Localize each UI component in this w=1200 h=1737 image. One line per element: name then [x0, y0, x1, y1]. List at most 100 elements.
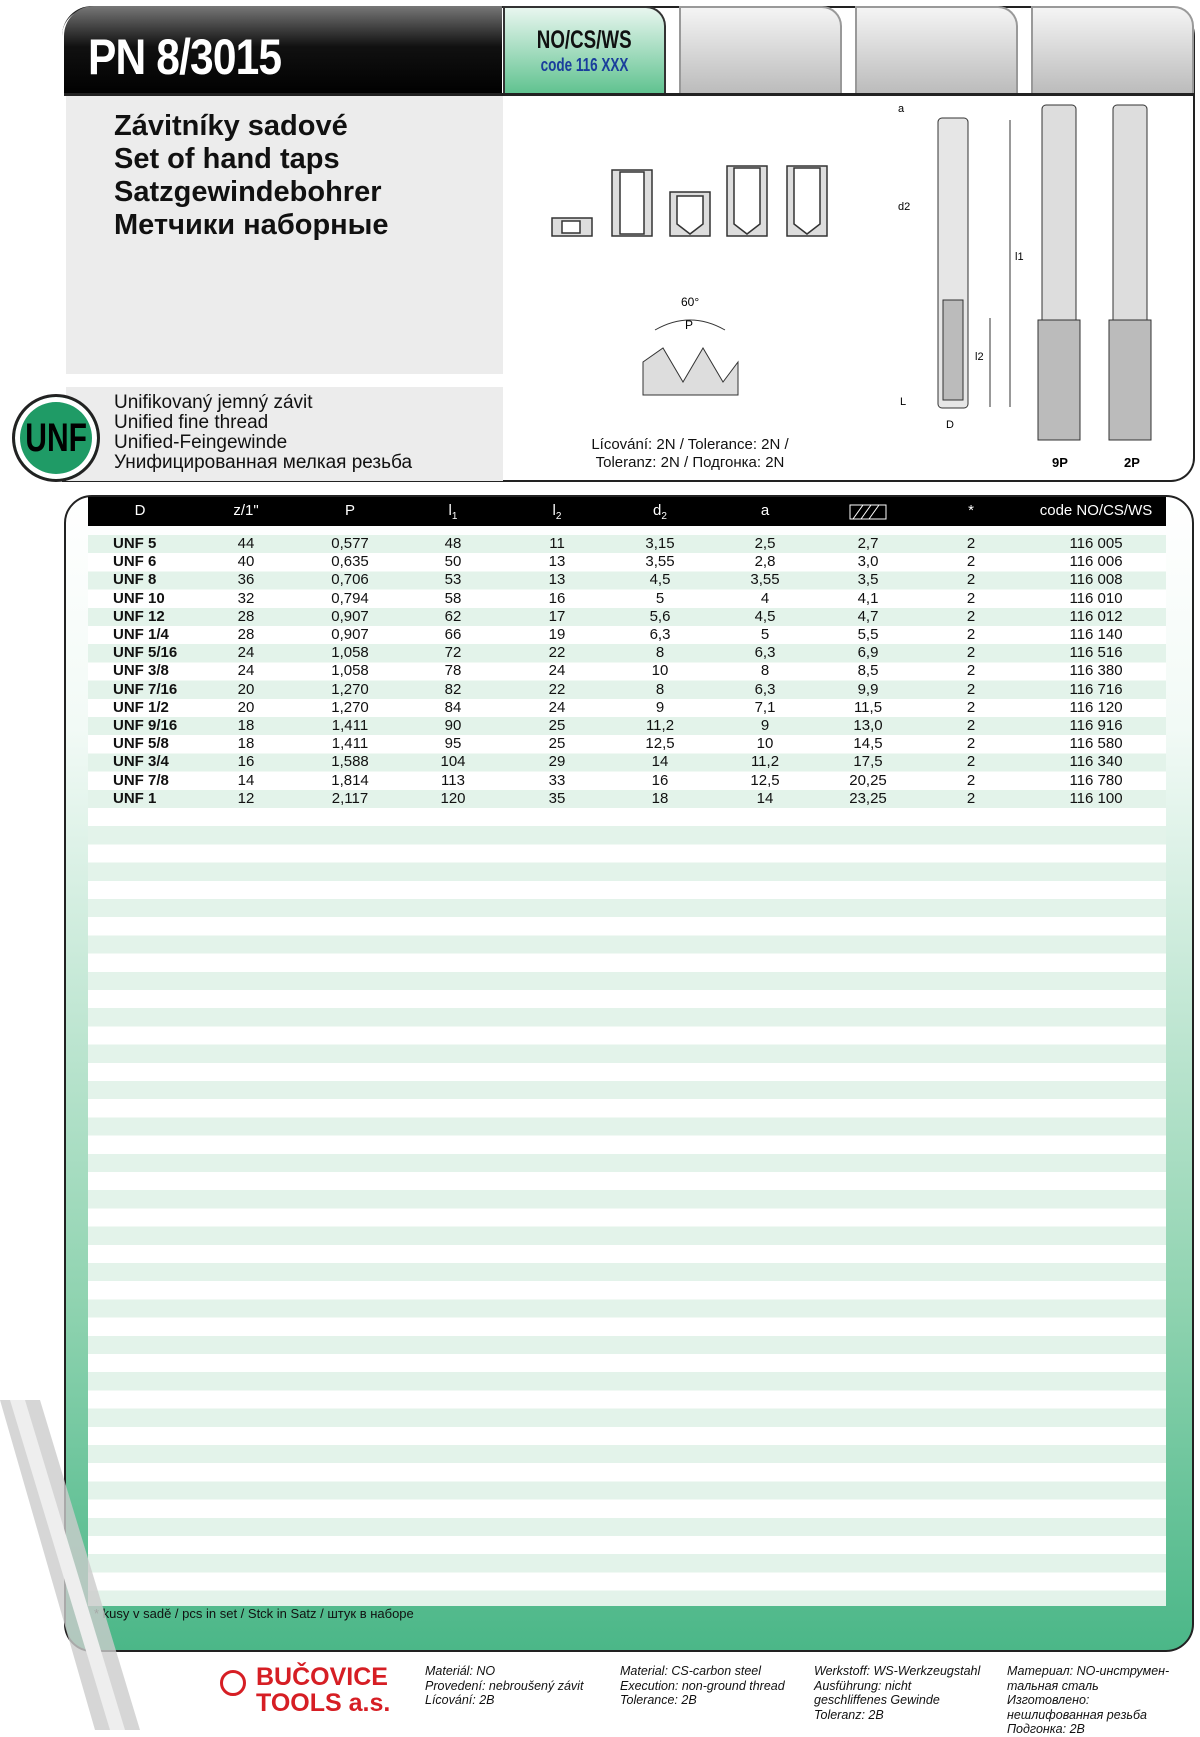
table-cell: 2: [966, 644, 976, 662]
table-cell: 2: [966, 789, 976, 807]
table-cell: 29: [548, 753, 566, 771]
table-cell: 50: [444, 553, 462, 571]
table-cell: 116 340: [1069, 753, 1123, 771]
table-cell: 22: [548, 644, 566, 662]
logo-mark-icon: [220, 1670, 246, 1696]
hole-size-icon: [849, 502, 887, 526]
footer: Materiál: NO Provedení: nebroušený závit L…: [0, 1652, 1200, 1736]
column-header: P: [344, 502, 356, 519]
table-cell: 2: [966, 571, 976, 589]
tap-2p-label: 2P: [1124, 455, 1140, 470]
thread-de: Unified-Feingewinde: [114, 432, 288, 453]
table-cell: 62: [444, 607, 462, 625]
table-cell: 2: [966, 535, 976, 552]
tab-material[interactable]: NO/CS/WS code 116 XXX: [503, 6, 666, 94]
table-cell: 7,1: [754, 698, 776, 716]
table-cell: UNF 5/8: [113, 735, 169, 753]
table-cell: 4: [760, 589, 770, 607]
thread-en: Unified fine thread: [114, 412, 269, 433]
table-cell: 116 516: [1069, 644, 1123, 662]
table-cell: 16: [237, 753, 255, 771]
column-header: code NO/CS/WS: [1039, 502, 1153, 519]
table-cell: 14: [651, 753, 669, 771]
table-cell: 24: [548, 662, 566, 680]
tab-empty-2[interactable]: [855, 6, 1018, 94]
material-label: NO/CS/WS: [537, 26, 632, 54]
table-cell: 116 140: [1069, 626, 1123, 643]
table-cell: 22: [548, 680, 566, 698]
table-cell: UNF 8: [113, 571, 157, 589]
table-cell: 14: [237, 771, 255, 789]
table-row: UNF 3/4 16 1,588 104 29 14 11,2 17,5 2 116 340: [88, 753, 1166, 771]
table-cell: 10: [651, 662, 669, 680]
table-cell: 17,5: [853, 753, 883, 771]
column-header: a: [760, 502, 770, 519]
tab-empty-3[interactable]: [1031, 6, 1194, 94]
table-cell: 116 012: [1069, 607, 1123, 625]
table-cell: 20: [237, 698, 255, 716]
table-cell: 33: [548, 771, 566, 789]
table-cell: 16: [548, 589, 566, 607]
table-cell: 48: [444, 535, 462, 552]
table-cell: 0,706: [331, 571, 369, 589]
table-row: UNF 5/16 24 1,058 72 22 8 6,3 6,9 2 116 516: [88, 644, 1166, 662]
table-cell: 2: [966, 771, 976, 789]
table-cell: 28: [237, 626, 255, 643]
table-cell: 5,5: [857, 626, 879, 643]
company-logo: BUČOVICE TOOLS a.s.: [220, 1664, 390, 1716]
tap-dimension-drawing: a d2 l1 l2 L D 9P 2P: [898, 103, 1152, 470]
table-cell: UNF 10: [113, 589, 165, 607]
table-cell: 2: [966, 717, 976, 734]
table-cell: UNF 1/4: [113, 626, 169, 643]
table-cell: 116 008: [1069, 571, 1123, 589]
table-cell: 116 005: [1069, 535, 1123, 552]
table-cell: 2: [966, 607, 976, 625]
pitch-label: P: [685, 318, 693, 332]
table-cell: 4,7: [857, 607, 879, 625]
table-cell: 24: [237, 662, 255, 680]
table-cell: 2: [966, 680, 976, 698]
table-cell: 0,577: [331, 535, 369, 552]
table-cell: 14,5: [853, 735, 883, 753]
table-row: UNF 5 44 0,577 48 11 3,15 2,5 2,7 2 116 005: [88, 535, 1166, 553]
tap-photo-decoration: [0, 1400, 140, 1730]
table-cell: 104: [440, 753, 466, 771]
table-cell: 25: [548, 735, 566, 753]
table-cell: 2: [966, 626, 976, 643]
svg-text:l2: l2: [975, 351, 984, 363]
table-cell: 84: [444, 698, 462, 716]
table-cell: 116 780: [1069, 771, 1123, 789]
table-cell: 116 916: [1069, 717, 1123, 734]
svg-text:L: L: [900, 396, 906, 408]
footnote: * kusy v sadě / pcs in set / Stck in Sat…: [94, 1606, 414, 1621]
title-cz: Závitníky sadové: [114, 110, 348, 142]
table-cell: 116 010: [1069, 589, 1123, 607]
table-cell: 18: [237, 735, 255, 753]
table-row: UNF 7/8 14 1,814 113 33 16 12,5 20,25 2 116 780: [88, 772, 1166, 790]
table-cell: 3,15: [645, 535, 675, 552]
table-cell: 13: [548, 553, 566, 571]
table-row: UNF 1/2 20 1,270 84 24 9 7,1 11,5 2 116 120: [88, 699, 1166, 717]
tolerance-note: Lícování: 2N / Tolerance: 2N / Toleranz: …: [591, 436, 789, 471]
tab-empty-1[interactable]: [679, 6, 842, 94]
table-cell: 1,814: [331, 771, 369, 789]
table-cell: 24: [237, 644, 255, 662]
table-cell: 9,9: [857, 680, 879, 698]
table-cell: 10: [756, 735, 774, 753]
table-cell: 116 006: [1069, 553, 1123, 571]
table-cell: 0,635: [331, 553, 369, 571]
table-cell: 19: [548, 626, 566, 643]
table-cell: 2: [966, 698, 976, 716]
table-cell: 35: [548, 789, 566, 807]
table-cell: UNF 1/2: [113, 698, 169, 716]
table-cell: 5,6: [649, 607, 671, 625]
table-cell: 1,270: [331, 698, 369, 716]
table-row: UNF 8 36 0,706 53 13 4,5 3,55 3,5 2 116 008: [88, 571, 1166, 589]
table-cell: 6,3: [754, 644, 776, 662]
table-cell: 1,058: [331, 662, 369, 680]
table-cell: 1,588: [331, 753, 369, 771]
table-cell: 58: [444, 589, 462, 607]
thread-ru: Унифицированная мелкая резьба: [114, 452, 413, 473]
table-row: UNF 5/8 18 1,411 95 25 12,5 10 14,5 2 116 580: [88, 735, 1166, 753]
